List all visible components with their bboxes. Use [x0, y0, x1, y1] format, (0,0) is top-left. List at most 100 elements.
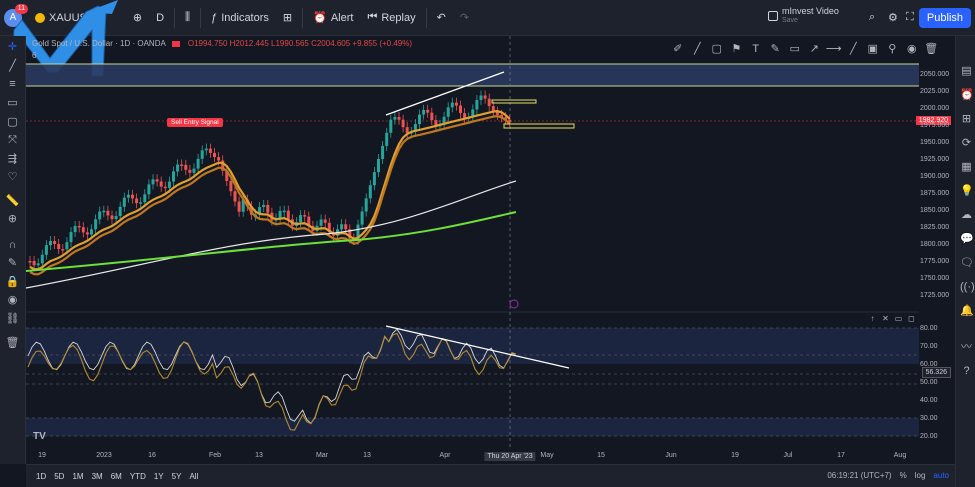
range-button-3m[interactable]: 3M [91, 471, 103, 481]
forecast-icon[interactable]: ⇶ [7, 153, 18, 165]
calendar-icon[interactable]: ▦ [961, 161, 972, 173]
search-icon[interactable]: ⌕ [869, 11, 876, 23]
horizontal-ray-icon[interactable]: ⟶ [825, 43, 842, 55]
trend-line-icon[interactable]: ╱ [9, 60, 16, 72]
hotlist-icon[interactable]: ⟳ [961, 137, 972, 149]
log-scale-toggle[interactable]: log [914, 471, 926, 480]
favorite-heart-icon[interactable]: ♡ [7, 171, 18, 183]
ideas-bulb-icon[interactable]: 💡 [960, 185, 974, 197]
pulse-icon[interactable]: 〰 [961, 341, 972, 353]
alerts-clock-icon[interactable]: ⏰ [960, 89, 974, 101]
candle-body [221, 160, 225, 171]
target-box-2 [503, 123, 575, 129]
chat-icon[interactable]: 💬 [960, 233, 974, 245]
notifications-icon[interactable]: 🔔 [960, 305, 974, 317]
candle-body [90, 229, 93, 235]
streams-icon[interactable]: ☁ [961, 209, 972, 221]
trash-small-icon[interactable]: 🗑 [924, 43, 939, 55]
range-button-all[interactable]: All [189, 471, 199, 481]
ruler-icon[interactable]: 📏 [5, 195, 20, 207]
candle-body [483, 95, 487, 99]
zoom-in-icon[interactable]: ⊕ [7, 213, 18, 225]
lock-icon[interactable]: 🔒 [5, 276, 20, 288]
layout-icon[interactable] [768, 11, 778, 21]
chat-bubbles-icon[interactable]: 🗨 [960, 257, 974, 269]
eye-visibility-icon[interactable]: ◉ [7, 294, 18, 306]
callout-icon[interactable]: ▣ [867, 43, 878, 55]
arrow-icon[interactable]: ↗ [809, 43, 819, 55]
chart-area[interactable]: Gold Spot / U.S. Dollar · 1D · OANDA O19… [26, 36, 955, 464]
compare-add-icon[interactable]: ⊕ [132, 12, 143, 24]
candle-body [319, 219, 323, 226]
range-button-1d[interactable]: 1D [36, 471, 47, 481]
draw-mode-icon[interactable]: ✎ [7, 257, 18, 269]
close-pane-icon[interactable]: ✕ [882, 314, 889, 323]
note-icon[interactable]: ▢ [711, 43, 722, 55]
candle-body [180, 164, 184, 167]
collapse-pane-icon[interactable]: ▭ [894, 314, 903, 323]
range-button-6m[interactable]: 6M [110, 471, 122, 481]
eye-icon[interactable]: ◉ [906, 43, 917, 55]
candle-body [389, 119, 393, 133]
text-note-icon[interactable]: ▢ [7, 116, 18, 128]
fullscreen-icon[interactable]: ⛶ [906, 11, 914, 23]
price-tick-label: 2000.000 [920, 105, 950, 112]
brush-icon[interactable]: ✐ [673, 43, 683, 55]
move-pane-up-icon[interactable]: ↑ [870, 314, 875, 323]
auto-scale-toggle[interactable]: auto [933, 471, 949, 480]
legend-title[interactable]: Gold Spot / U.S. Dollar · 1D · OANDA [32, 39, 166, 48]
chart-canvas[interactable] [26, 36, 955, 464]
series-legend: Gold Spot / U.S. Dollar · 1D · OANDA O19… [32, 39, 412, 60]
symbol-search-button[interactable]: XAUUSD [28, 0, 102, 36]
layout-templates-icon[interactable]: ⊞ [282, 12, 293, 24]
indicator-count[interactable]: 6 [32, 51, 37, 60]
interval-button[interactable]: D [156, 11, 165, 24]
publish-button[interactable]: Publish [918, 8, 971, 28]
flag-icon[interactable]: ⚑ [731, 43, 742, 55]
settings-gear-icon[interactable]: ⚙ [888, 12, 898, 24]
magnet-icon[interactable]: ∩ [8, 239, 17, 251]
rectangle-icon[interactable]: ▭ [7, 97, 18, 109]
top-toolbar: A 11 XAUUSD ⊕ D ⫼ ƒ Indicators ⊞ ⏰ Alert… [0, 0, 975, 36]
indicators-button[interactable]: ƒ Indicators [211, 11, 269, 24]
symbol-label: XAUUSD [49, 11, 95, 24]
candle-body [237, 201, 241, 212]
data-window-icon[interactable]: ⊞ [961, 113, 972, 125]
watchlist-icon[interactable]: ▤ [961, 65, 972, 77]
user-avatar[interactable]: A 11 [4, 3, 28, 27]
replay-button[interactable]: ⏮ Replay [367, 11, 416, 24]
candle-body [340, 224, 344, 230]
remove-series-icon[interactable] [171, 40, 180, 47]
diagonal-line-icon[interactable]: ╱ [849, 43, 857, 55]
clock-timezone[interactable]: 06:19:21 (UTC+7) [827, 471, 892, 480]
pattern-icon[interactable]: ⤧ [8, 134, 17, 146]
maximize-pane-icon[interactable]: ◻ [908, 314, 915, 323]
range-button-1m[interactable]: 1M [72, 471, 84, 481]
help-icon[interactable]: ? [963, 365, 970, 377]
range-button-5y[interactable]: 5Y [171, 471, 182, 481]
pen-icon[interactable]: ╱ [693, 43, 701, 55]
text-icon[interactable]: T [752, 43, 760, 55]
layout-name-button[interactable]: mInvest Video Save [782, 6, 839, 24]
signal-icon[interactable]: ((·)) [960, 281, 975, 293]
range-button-5d[interactable]: 5D [54, 471, 65, 481]
candle-body [504, 117, 508, 120]
rsi-tick-label: 40.00 [920, 397, 938, 404]
rsi-line [27, 328, 516, 424]
link-icon[interactable]: ⛓ [5, 313, 20, 325]
range-button-1y[interactable]: 1Y [153, 471, 164, 481]
percent-scale-toggle[interactable]: % [899, 471, 907, 480]
chart-type-candles-icon[interactable]: ⫼ [185, 11, 191, 23]
range-button-ytd[interactable]: YTD [129, 471, 146, 481]
redo-icon[interactable]: ↷ [459, 12, 470, 24]
comment-icon[interactable]: ▭ [789, 43, 800, 55]
crosshair-icon[interactable]: ✛ [7, 41, 18, 53]
trash-icon[interactable]: 🗑 [5, 337, 20, 349]
candle-body [385, 132, 389, 146]
pin-icon[interactable]: ⚲ [888, 43, 897, 55]
alert-button[interactable]: ⏰ Alert [313, 11, 354, 25]
undo-icon[interactable]: ↶ [436, 12, 446, 24]
marker-icon[interactable]: ✎ [770, 43, 780, 55]
rsi-tick-label: 60.00 [920, 361, 938, 368]
fib-retracement-icon[interactable]: ≡ [9, 78, 16, 90]
